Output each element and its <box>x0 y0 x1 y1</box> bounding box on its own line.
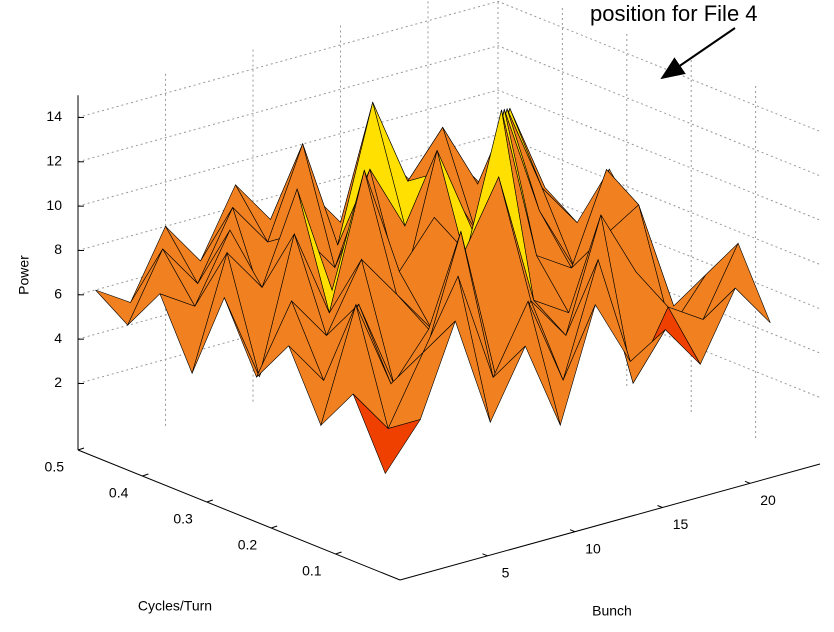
x-tick <box>657 505 663 508</box>
y-tick-label: 0.4 <box>109 485 129 501</box>
z-tick-label: 10 <box>46 197 62 213</box>
y-tick <box>271 525 278 529</box>
y-tick <box>142 473 149 477</box>
axis-line <box>399 463 821 581</box>
surface-facet <box>352 393 421 475</box>
x-tick-label: 5 <box>502 565 510 581</box>
y-tick <box>206 499 213 503</box>
x-tick-label: 20 <box>760 492 776 508</box>
z-tick-label: 8 <box>54 241 62 257</box>
annotation-arrow <box>660 27 736 80</box>
axis-line <box>77 449 401 581</box>
z-tick-label: 14 <box>46 108 62 124</box>
z-tick-label: 6 <box>54 286 62 302</box>
z-axis-label: Power <box>16 255 32 295</box>
y-tick-label: 0.2 <box>238 537 258 553</box>
x-tick <box>569 529 576 533</box>
x-tick <box>744 480 751 484</box>
x-tick-label: 10 <box>585 540 601 556</box>
y-tick-label: 0.3 <box>173 511 193 527</box>
z-tick-label: 2 <box>54 374 62 390</box>
grid-line <box>77 45 821 177</box>
y-tick <box>335 551 342 555</box>
y-tick-label: 0.1 <box>302 563 322 579</box>
z-tick-label: 12 <box>46 152 62 168</box>
grid-line <box>77 0 821 132</box>
annotation: position for File 4 <box>590 1 758 26</box>
grid-line <box>77 89 821 221</box>
x-tick-label: 15 <box>673 516 689 532</box>
x-tick <box>482 553 488 557</box>
x-axis-label: Bunch <box>592 603 632 619</box>
z-tick-label: 4 <box>54 330 62 346</box>
y-tick <box>77 447 85 451</box>
y-axis-label: Cycles/Turn <box>138 598 212 614</box>
y-tick-label: 0.5 <box>45 459 65 475</box>
